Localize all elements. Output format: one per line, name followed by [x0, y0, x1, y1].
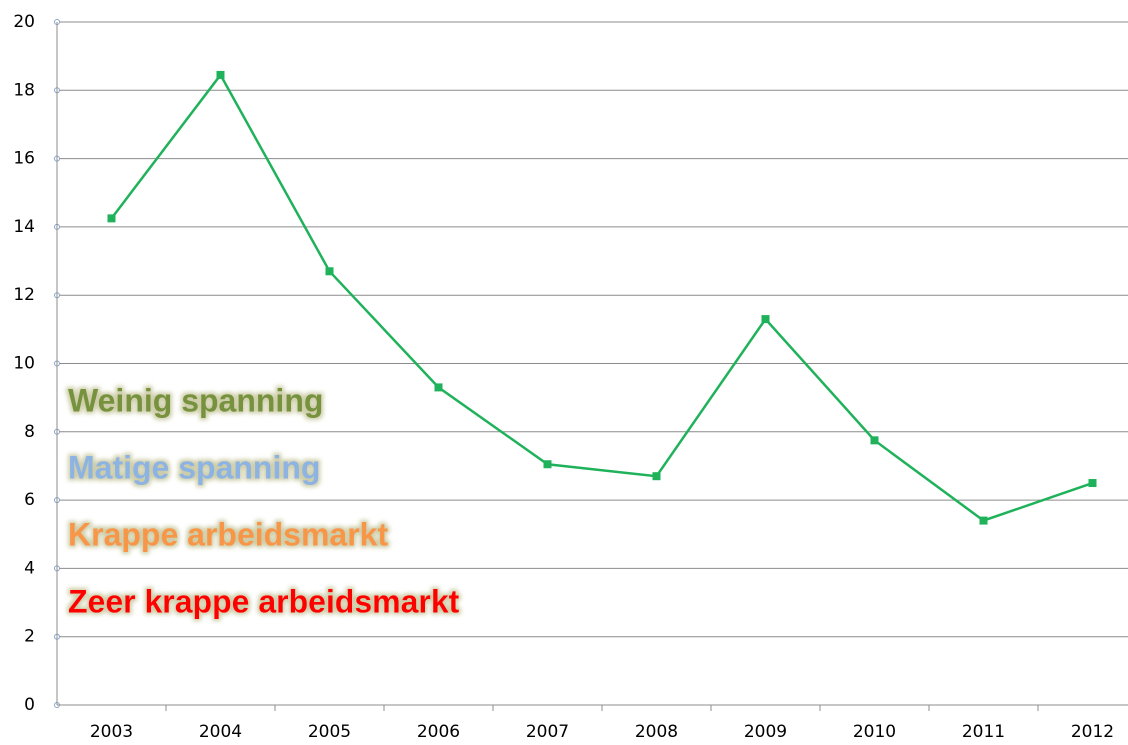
data-line — [110, 72, 1093, 522]
y-tick-label: 12 — [13, 285, 35, 305]
y-tick-label: 8 — [24, 422, 35, 442]
x-tick-label: 2004 — [199, 722, 242, 742]
x-tick-label: 2006 — [417, 722, 460, 742]
x-tick-label: 2011 — [962, 722, 1005, 742]
y-tick-label: 20 — [13, 12, 35, 32]
annotation: Krappe arbeidsmarkt — [68, 516, 388, 552]
data-point — [870, 436, 879, 445]
y-tick-label: 14 — [13, 217, 35, 237]
y-tick-label: 10 — [13, 354, 35, 374]
x-tick-label: 2008 — [635, 722, 678, 742]
y-tick-label: 18 — [13, 80, 35, 100]
y-tick-label: 16 — [13, 149, 35, 169]
data-point — [543, 460, 552, 469]
annotation: Weinig spanning — [68, 382, 323, 418]
data-point — [1088, 479, 1097, 488]
y-tick-label: 2 — [24, 627, 35, 647]
y-tick-label: 4 — [24, 558, 35, 578]
data-point — [434, 383, 443, 392]
data-point — [216, 70, 225, 79]
x-tick-label: 2010 — [853, 722, 896, 742]
annotation: Zeer krappe arbeidsmarkt — [68, 583, 460, 619]
data-point — [761, 315, 770, 324]
x-tick-label: 2012 — [1071, 722, 1114, 742]
x-tick-label: 2009 — [744, 722, 787, 742]
y-tick-label: 6 — [24, 490, 35, 510]
x-tick-label: 2007 — [526, 722, 569, 742]
data-point — [107, 214, 116, 223]
data-point — [979, 516, 988, 525]
data-point — [325, 267, 334, 276]
annotation: Matige spanning — [68, 449, 320, 485]
y-tick-label: 0 — [24, 695, 35, 715]
x-tick-label: 2005 — [308, 722, 351, 742]
data-point — [652, 472, 661, 481]
x-tick-label: 2003 — [90, 722, 133, 742]
